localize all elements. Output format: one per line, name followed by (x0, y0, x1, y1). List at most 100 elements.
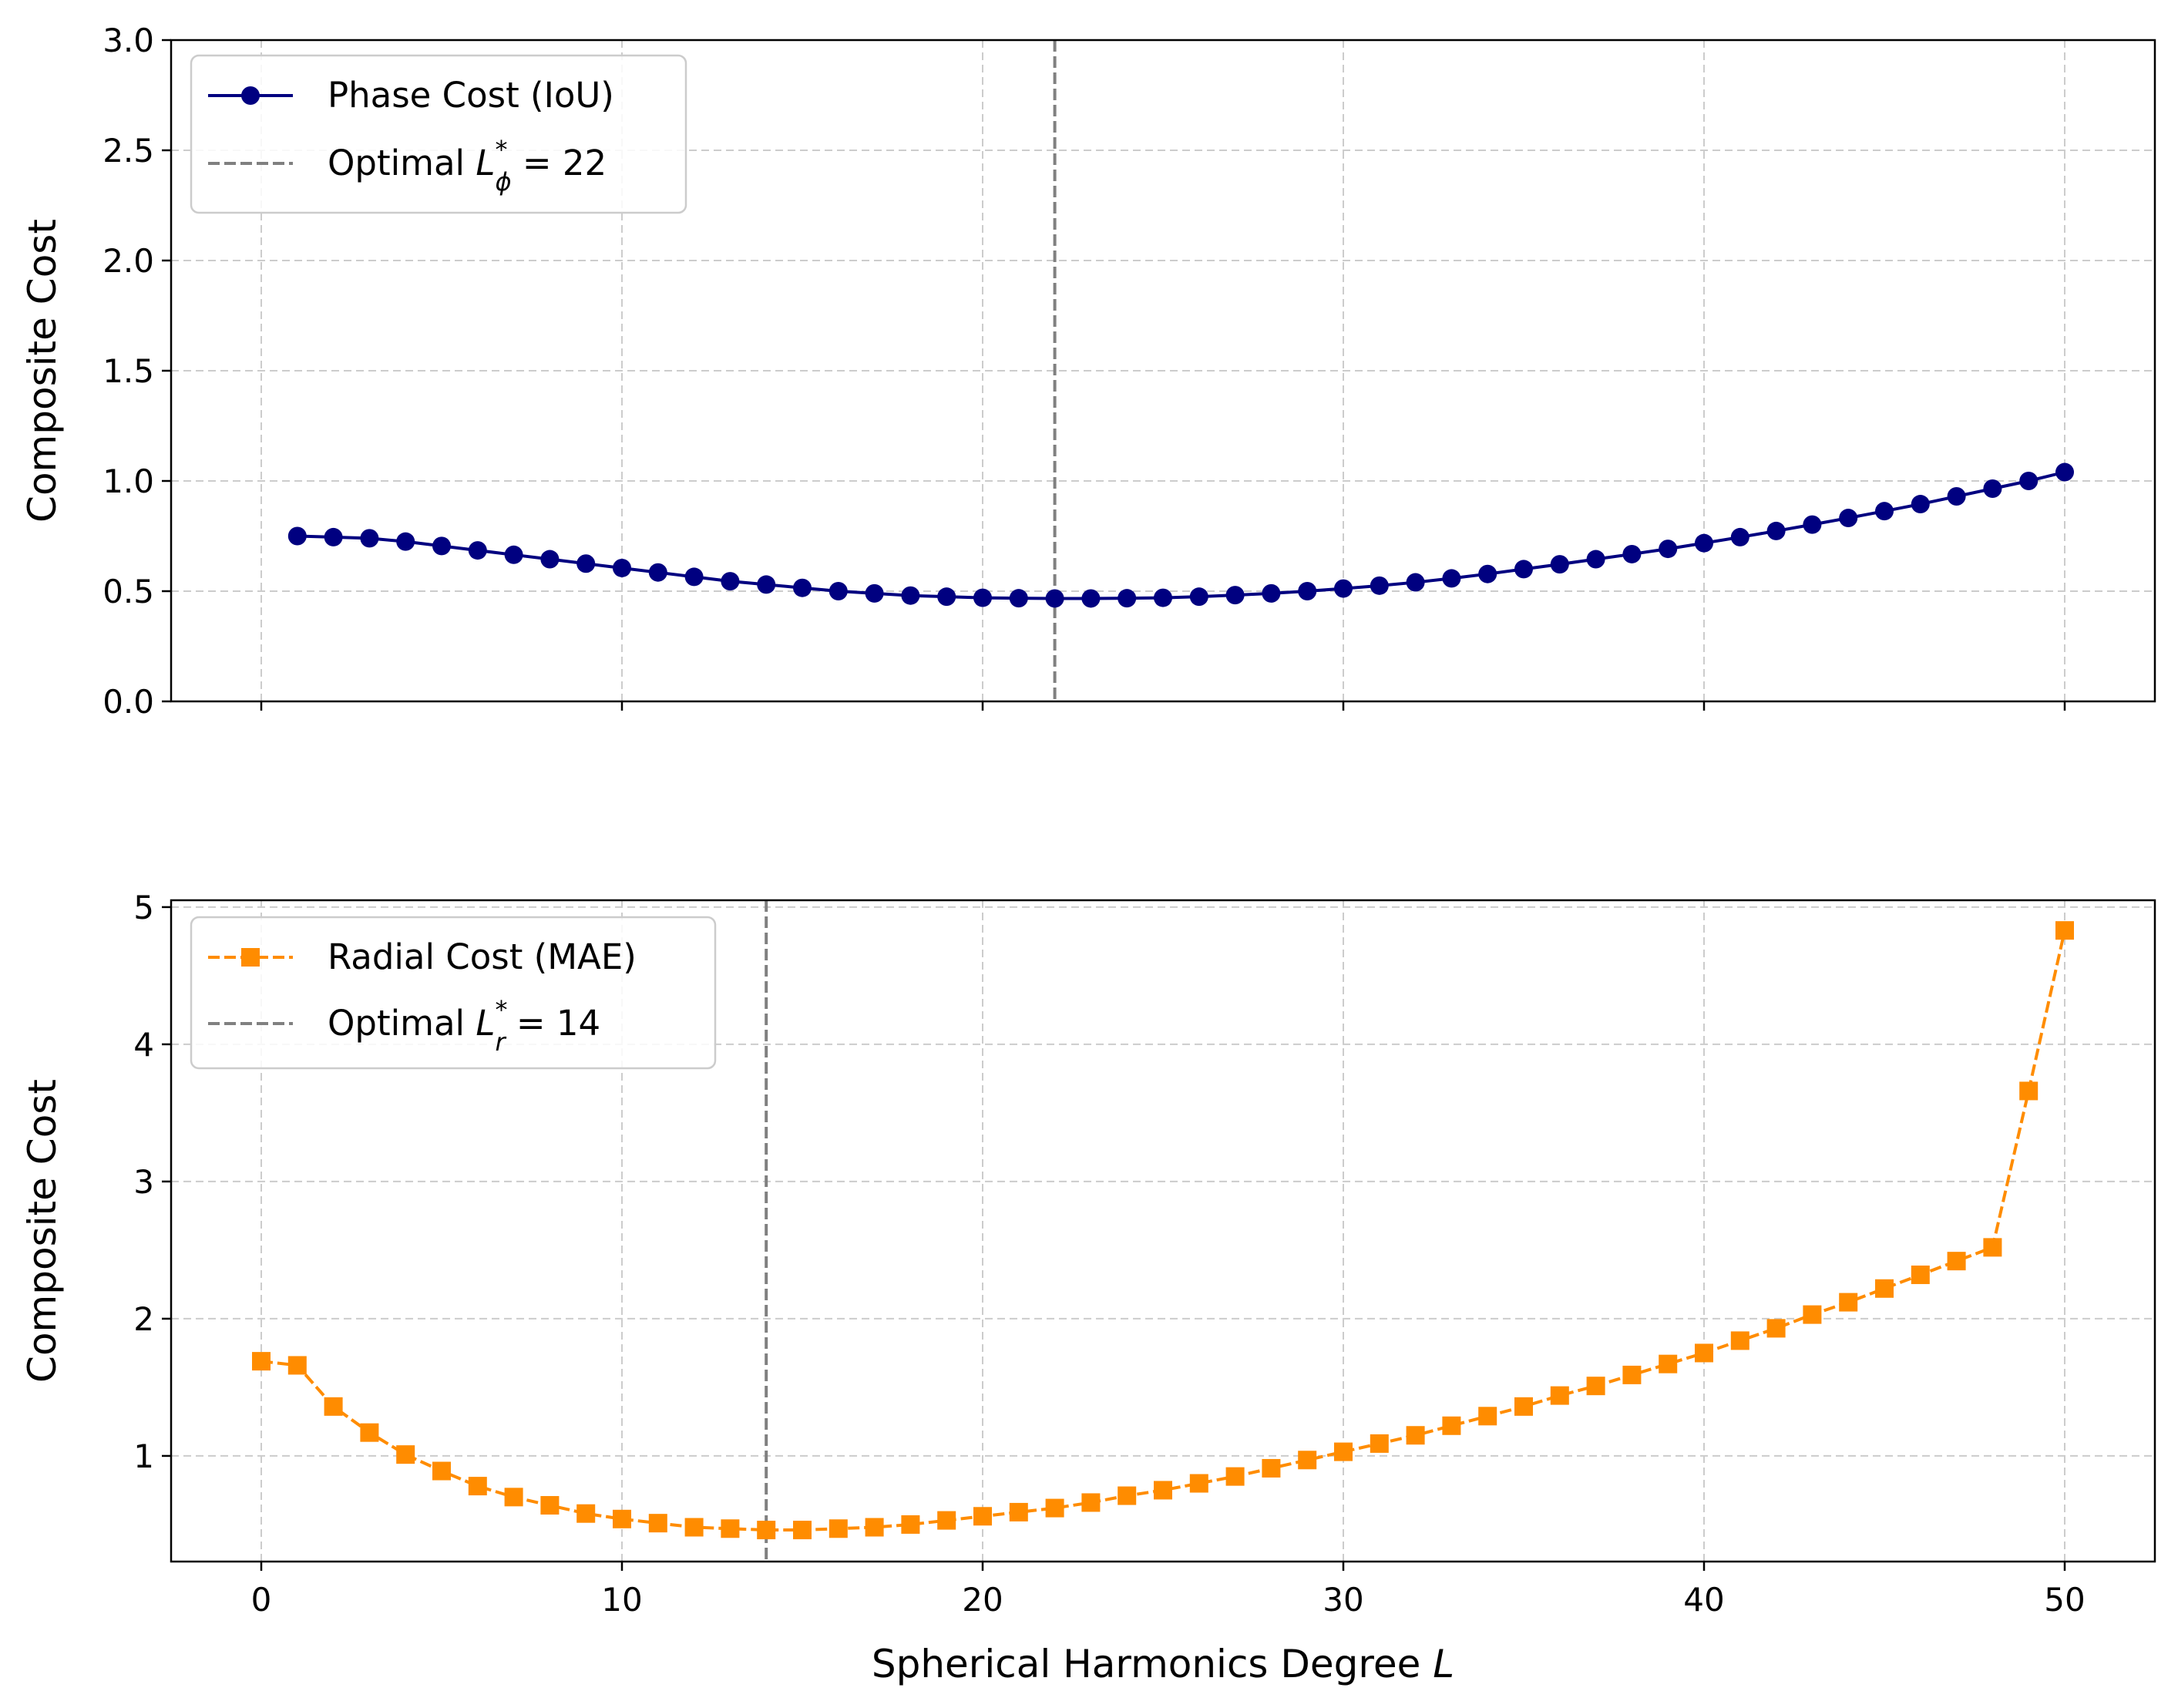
y-tick-label: 1.5 (103, 352, 154, 390)
data-point (1081, 1493, 1101, 1512)
data-point (1839, 1293, 1858, 1312)
data-point (504, 1488, 523, 1507)
data-point (1514, 1397, 1533, 1416)
legend: Radial Cost (MAE) Optimal L* r = 14 (190, 916, 717, 1070)
data-point (1730, 1331, 1749, 1350)
data-point (1622, 544, 1642, 563)
panel-phase: 0.0 0.5 1.0 1.5 2.0 2.5 3.0 Composite Cost Pha… (20, 22, 2156, 721)
data-point (1983, 479, 2002, 499)
data-point (1514, 560, 1533, 579)
x-tick-label: 40 (1683, 1581, 1724, 1619)
x-ticks (260, 701, 2066, 711)
data-point (324, 527, 343, 546)
data-point (901, 1515, 920, 1534)
data-point (1442, 1416, 1461, 1435)
data-point (1659, 540, 1678, 559)
legend-marker-circle (241, 86, 260, 105)
data-point (829, 582, 848, 600)
data-point (2019, 1081, 2039, 1101)
y-axis-label: Composite Cost (20, 219, 65, 523)
data-point (432, 1461, 451, 1481)
legend-label-optimal: Optimal L* r = 14 (328, 995, 600, 1057)
data-point (793, 578, 812, 597)
data-point (540, 1496, 560, 1515)
panel-radial: 0 10 20 30 40 50 1 2 3 4 5 Composite Cost Radial … (20, 889, 2156, 1619)
data-point (757, 1521, 776, 1540)
y-tick-label: 2.0 (103, 242, 154, 280)
data-point (1550, 1386, 1569, 1405)
data-point (1370, 1434, 1389, 1453)
data-point (721, 1519, 740, 1538)
y-tick-label: 3.0 (103, 22, 154, 59)
data-point (1225, 586, 1245, 605)
legend-entry-optimal: Optimal L* ϕ = 22 (208, 135, 607, 197)
data-point (1406, 1426, 1425, 1445)
data-point (1622, 1365, 1642, 1384)
y-tick-label: 0.0 (103, 683, 154, 721)
data-point (684, 1518, 704, 1537)
data-point (1803, 515, 1822, 534)
data-point (1550, 555, 1569, 574)
data-point (1406, 573, 1425, 592)
data-point (937, 587, 956, 607)
data-point (1911, 1265, 1930, 1284)
legend-entry-optimal: Optimal L* r = 14 (208, 995, 600, 1057)
y-tick-label: 3 (133, 1163, 154, 1201)
data-point (901, 586, 920, 605)
data-point (1875, 1279, 1894, 1298)
legend-label-phase: Phase Cost (IoU) (328, 75, 614, 116)
y-tick-label: 5 (133, 889, 154, 926)
data-point (1225, 1467, 1245, 1486)
data-point (1839, 509, 1858, 528)
legend: Phase Cost (IoU) Optimal L* ϕ = 22 (190, 54, 687, 214)
data-point (1189, 587, 1208, 607)
data-point (287, 1356, 307, 1375)
data-point (973, 588, 992, 607)
data-point (1911, 495, 1930, 514)
x-tick-label: 0 (251, 1581, 272, 1619)
data-point (1154, 588, 1172, 607)
y-tick-label: 2 (133, 1300, 154, 1338)
legend-marker-square (241, 948, 260, 967)
data-point (1118, 1486, 1137, 1505)
data-point (1370, 576, 1389, 595)
x-tick-label: 10 (601, 1581, 642, 1619)
data-point (793, 1521, 812, 1540)
data-point (396, 1445, 415, 1464)
data-point (648, 563, 667, 582)
legend-label-radial: Radial Cost (MAE) (328, 936, 637, 977)
series-radial-cost (252, 921, 2074, 1540)
x-tick-label: 20 (962, 1581, 1003, 1619)
data-point (973, 1507, 992, 1526)
data-point (1695, 1343, 1713, 1363)
data-point (757, 575, 776, 594)
data-point (287, 526, 307, 546)
x-tick-label: 50 (2044, 1581, 2085, 1619)
data-point (1009, 589, 1028, 608)
data-point (2019, 472, 2039, 490)
data-point (937, 1511, 956, 1530)
y-tick-label: 1.0 (103, 462, 154, 500)
data-point (1478, 1407, 1497, 1426)
y-tick-label: 0.5 (103, 573, 154, 610)
data-point (1947, 1252, 1966, 1271)
data-point (1586, 550, 1605, 569)
data-point (1947, 487, 1966, 506)
x-ticks: 0 10 20 30 40 50 (251, 1562, 2086, 1619)
data-point (613, 1509, 631, 1528)
data-point (504, 545, 523, 564)
data-point (360, 529, 379, 548)
data-point (1983, 1238, 2002, 1257)
data-point (1118, 589, 1137, 608)
data-point (1045, 589, 1064, 608)
data-point (360, 1423, 379, 1442)
data-point (1262, 1458, 1281, 1478)
data-point (829, 1519, 848, 1538)
data-point (468, 1477, 487, 1496)
data-point (1766, 521, 1786, 540)
y-axis-label: Composite Cost (20, 1079, 65, 1383)
data-point (576, 554, 596, 573)
data-point (1189, 1474, 1208, 1493)
data-point (324, 1397, 343, 1416)
grid (171, 900, 2155, 1562)
